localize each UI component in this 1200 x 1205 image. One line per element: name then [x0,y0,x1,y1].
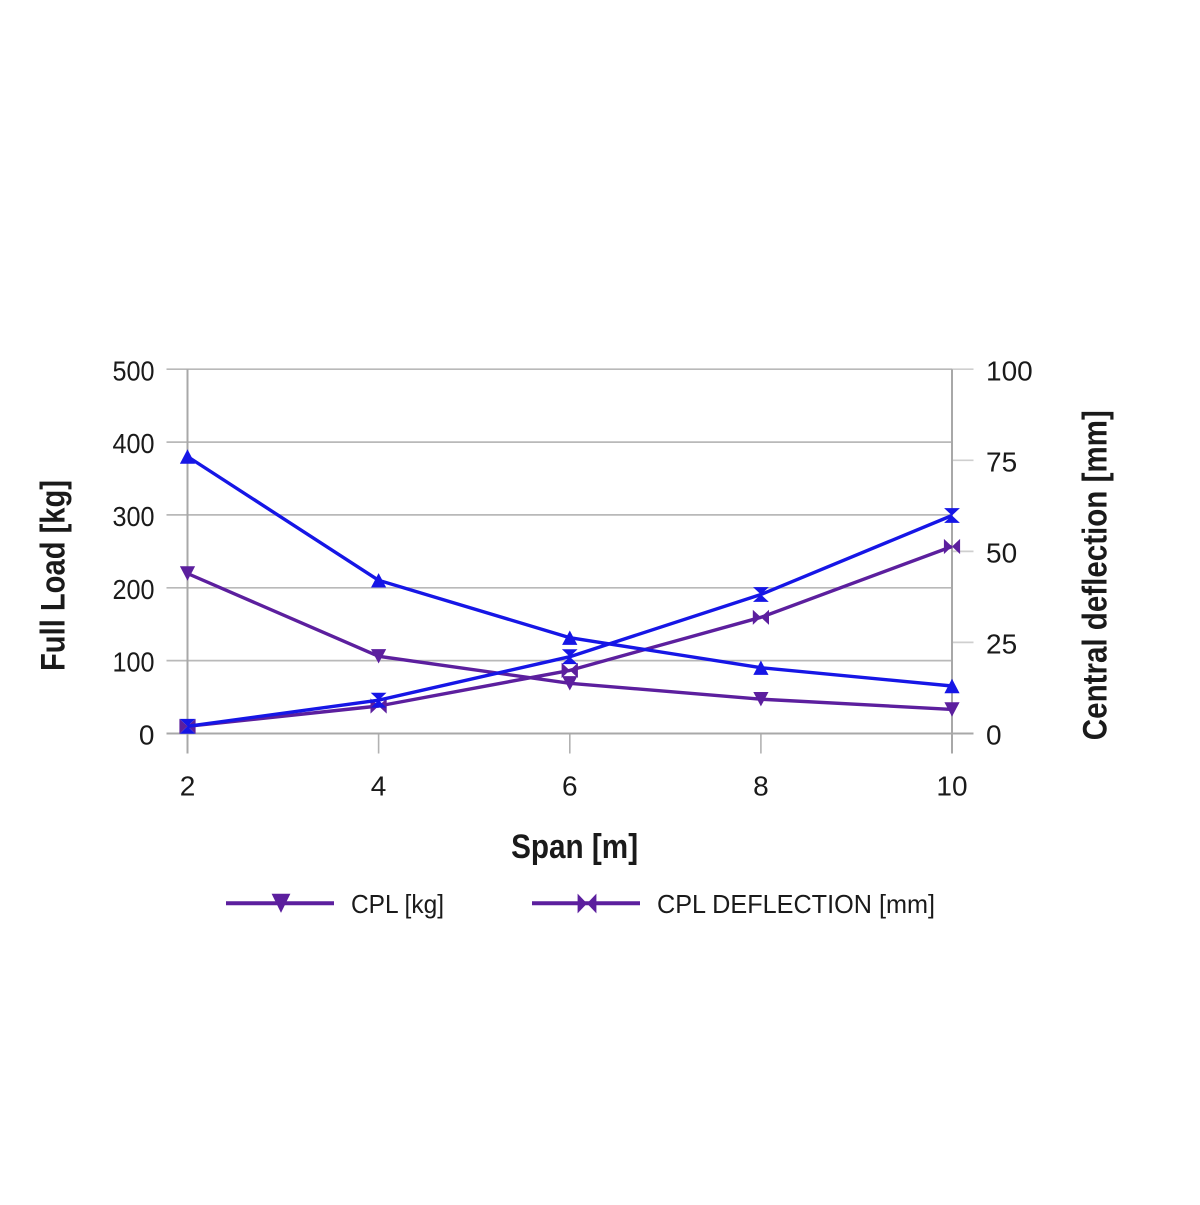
svg-text:CPL DEFLECTION [mm]: CPL DEFLECTION [mm] [657,889,935,919]
svg-text:0: 0 [139,720,155,751]
svg-text:8: 8 [753,770,769,801]
svg-text:0: 0 [986,720,1002,751]
svg-text:CPL [kg]: CPL [kg] [351,889,444,919]
svg-text:500: 500 [113,355,155,386]
svg-text:4: 4 [371,770,387,801]
svg-text:6: 6 [562,770,578,801]
svg-text:300: 300 [113,501,155,532]
svg-text:Span [m]: Span [m] [511,828,638,866]
svg-text:200: 200 [113,574,155,605]
svg-text:Central deflection [mm]: Central deflection [mm] [1077,410,1115,740]
svg-text:400: 400 [113,428,155,459]
svg-text:75: 75 [986,446,1017,477]
svg-text:10: 10 [936,770,967,801]
svg-text:100: 100 [113,647,155,678]
svg-text:2: 2 [180,770,196,801]
svg-text:100: 100 [986,355,1033,386]
svg-text:Full Load [kg]: Full Load [kg] [35,480,73,671]
svg-text:50: 50 [986,538,1017,569]
svg-text:25: 25 [986,629,1017,660]
